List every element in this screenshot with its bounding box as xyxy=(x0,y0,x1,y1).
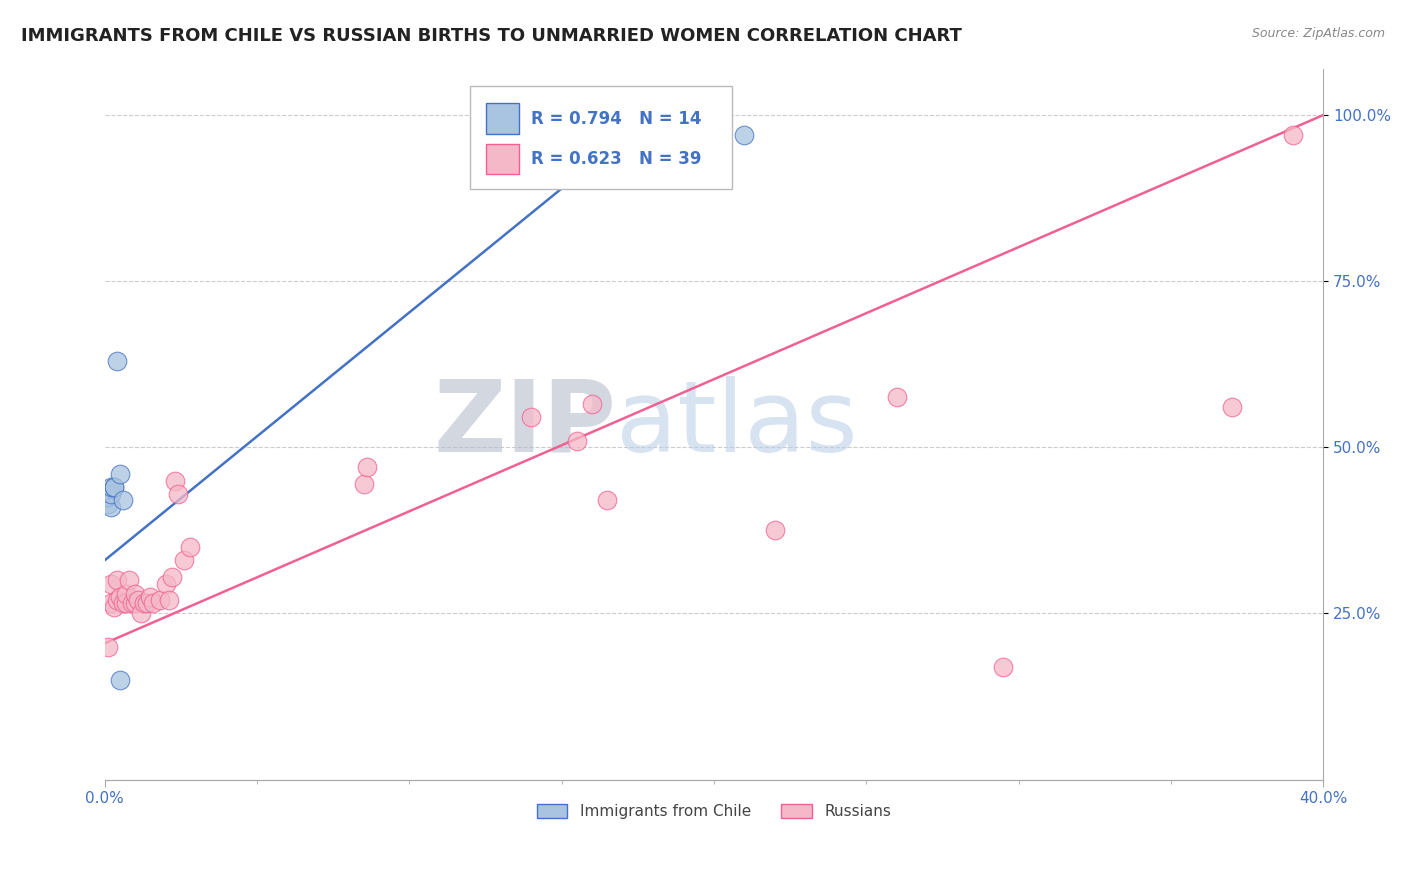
Point xyxy=(565,434,588,448)
Text: IMMIGRANTS FROM CHILE VS RUSSIAN BIRTHS TO UNMARRIED WOMEN CORRELATION CHART: IMMIGRANTS FROM CHILE VS RUSSIAN BIRTHS … xyxy=(21,27,962,45)
Text: R = 0.794   N = 14: R = 0.794 N = 14 xyxy=(531,110,702,128)
Point xyxy=(763,524,786,538)
Point xyxy=(115,586,138,600)
FancyBboxPatch shape xyxy=(486,144,519,174)
Point xyxy=(163,474,186,488)
Point xyxy=(100,597,122,611)
Point xyxy=(139,590,162,604)
Point xyxy=(596,493,619,508)
Point xyxy=(100,480,122,494)
Point xyxy=(108,673,131,687)
Point xyxy=(111,597,134,611)
Point xyxy=(886,391,908,405)
Point xyxy=(108,590,131,604)
Point xyxy=(124,586,146,600)
Legend: Immigrants from Chile, Russians: Immigrants from Chile, Russians xyxy=(530,798,897,825)
Point xyxy=(581,397,603,411)
Point xyxy=(97,490,120,504)
Point xyxy=(121,597,143,611)
Point xyxy=(103,480,125,494)
Point xyxy=(97,497,120,511)
Point xyxy=(127,593,149,607)
Point xyxy=(118,573,141,587)
Point xyxy=(157,593,180,607)
Text: Source: ZipAtlas.com: Source: ZipAtlas.com xyxy=(1251,27,1385,40)
Point xyxy=(111,493,134,508)
Point xyxy=(173,553,195,567)
Point xyxy=(993,659,1015,673)
Point xyxy=(166,487,188,501)
Point xyxy=(129,607,152,621)
Point xyxy=(688,137,710,152)
Point xyxy=(356,460,378,475)
Point xyxy=(1220,401,1243,415)
Point xyxy=(103,480,125,494)
Text: R = 0.623   N = 39: R = 0.623 N = 39 xyxy=(531,150,702,168)
Point xyxy=(733,128,755,142)
FancyBboxPatch shape xyxy=(470,87,733,189)
Point xyxy=(148,593,170,607)
Point xyxy=(155,576,177,591)
Point xyxy=(103,599,125,614)
Point xyxy=(115,597,138,611)
Point xyxy=(108,467,131,481)
Point xyxy=(105,354,128,368)
Text: atlas: atlas xyxy=(616,376,858,473)
Point xyxy=(179,540,201,554)
Point xyxy=(536,158,558,172)
FancyBboxPatch shape xyxy=(486,103,519,134)
Point xyxy=(1281,128,1303,142)
Text: ZIP: ZIP xyxy=(433,376,616,473)
Point xyxy=(100,500,122,515)
Point xyxy=(124,597,146,611)
Point xyxy=(160,570,183,584)
Point xyxy=(353,476,375,491)
Point xyxy=(100,487,122,501)
Point xyxy=(97,640,120,654)
Point xyxy=(100,576,122,591)
Point xyxy=(134,597,156,611)
Point xyxy=(105,573,128,587)
Point xyxy=(136,597,159,611)
Point xyxy=(142,597,165,611)
Point xyxy=(520,410,543,425)
Point xyxy=(105,593,128,607)
